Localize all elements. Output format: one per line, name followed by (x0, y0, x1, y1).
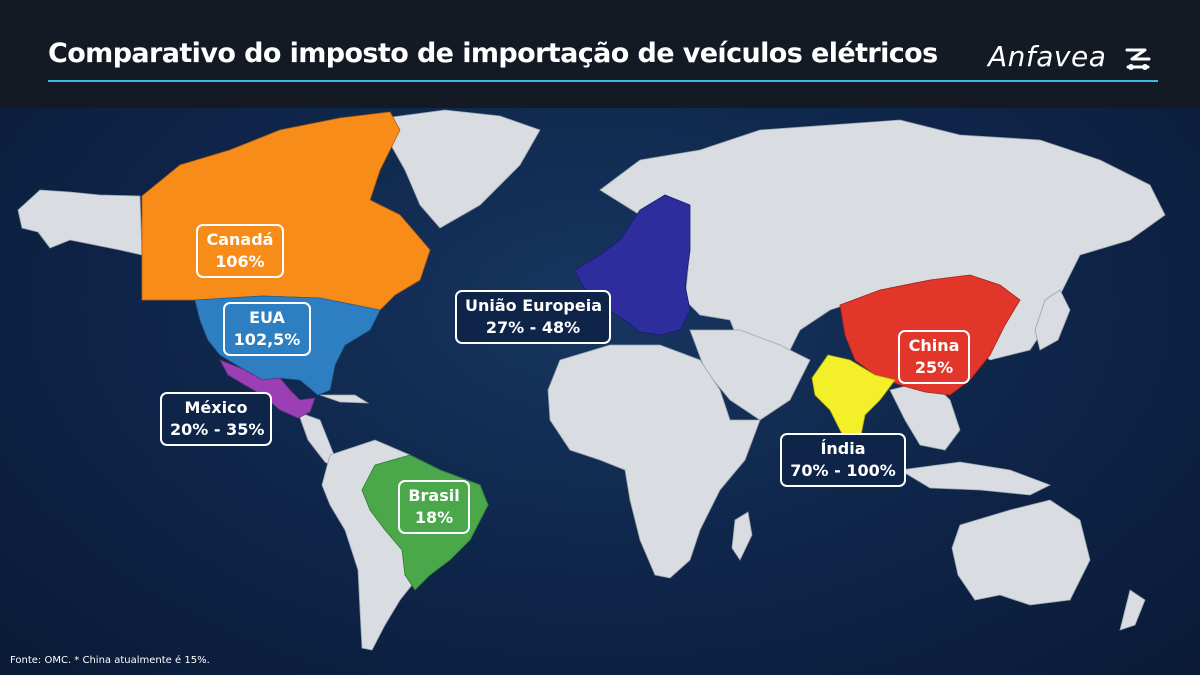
eu-value: 27% - 48% (485, 318, 581, 337)
greenland-shape (384, 109, 541, 229)
china-label: China 25% (898, 330, 970, 384)
japan-shape (1034, 289, 1071, 351)
brazil-value: 18% (414, 508, 454, 527)
brazil-label: Brasil 18% (398, 480, 470, 534)
africa-shape (547, 344, 761, 579)
car-logo-icon (1125, 48, 1151, 70)
anfavea-logo: Anfavea (988, 40, 1107, 73)
canada-name: Canadá (206, 230, 274, 249)
source-note: Fonte: OMC. * China atualmente é 15%. (10, 655, 210, 666)
china-value: 25% (914, 358, 954, 377)
india-name: Índia (820, 439, 866, 458)
alaska-shape (17, 189, 143, 256)
mexico-shape (219, 359, 316, 419)
usa-name: EUA (249, 308, 285, 327)
mexico-name: México (184, 398, 248, 417)
usa-value: 102,5% (233, 330, 301, 349)
usa-label: EUA 102,5% (223, 302, 311, 356)
india-label: Índia 70% - 100% (780, 433, 906, 487)
title-underline (48, 80, 1158, 82)
mexico-value: 20% - 35% (170, 420, 265, 439)
page-title: Comparativo do imposto de importação de … (48, 38, 938, 69)
eu-label: União Europeia 27% - 48% (455, 290, 611, 344)
mexico-label: México 20% - 35% (160, 392, 272, 446)
india-value: 70% - 100% (790, 461, 896, 480)
canada-label: Canadá 106% (196, 224, 284, 278)
cuba-shape (319, 394, 370, 404)
eu-name: União Europeia (465, 296, 603, 315)
canada-shape (141, 111, 431, 311)
brazil-name: Brasil (408, 486, 460, 505)
australia-shape (951, 499, 1091, 606)
china-name: China (908, 336, 960, 355)
canada-value: 106% (215, 252, 265, 271)
madagascar-shape (731, 511, 753, 561)
header-bar: Comparativo do imposto de importação de … (0, 0, 1200, 108)
indonesia-shape (898, 461, 1051, 496)
eurasia-shape (599, 119, 1166, 361)
new-zealand-shape (1119, 589, 1146, 631)
